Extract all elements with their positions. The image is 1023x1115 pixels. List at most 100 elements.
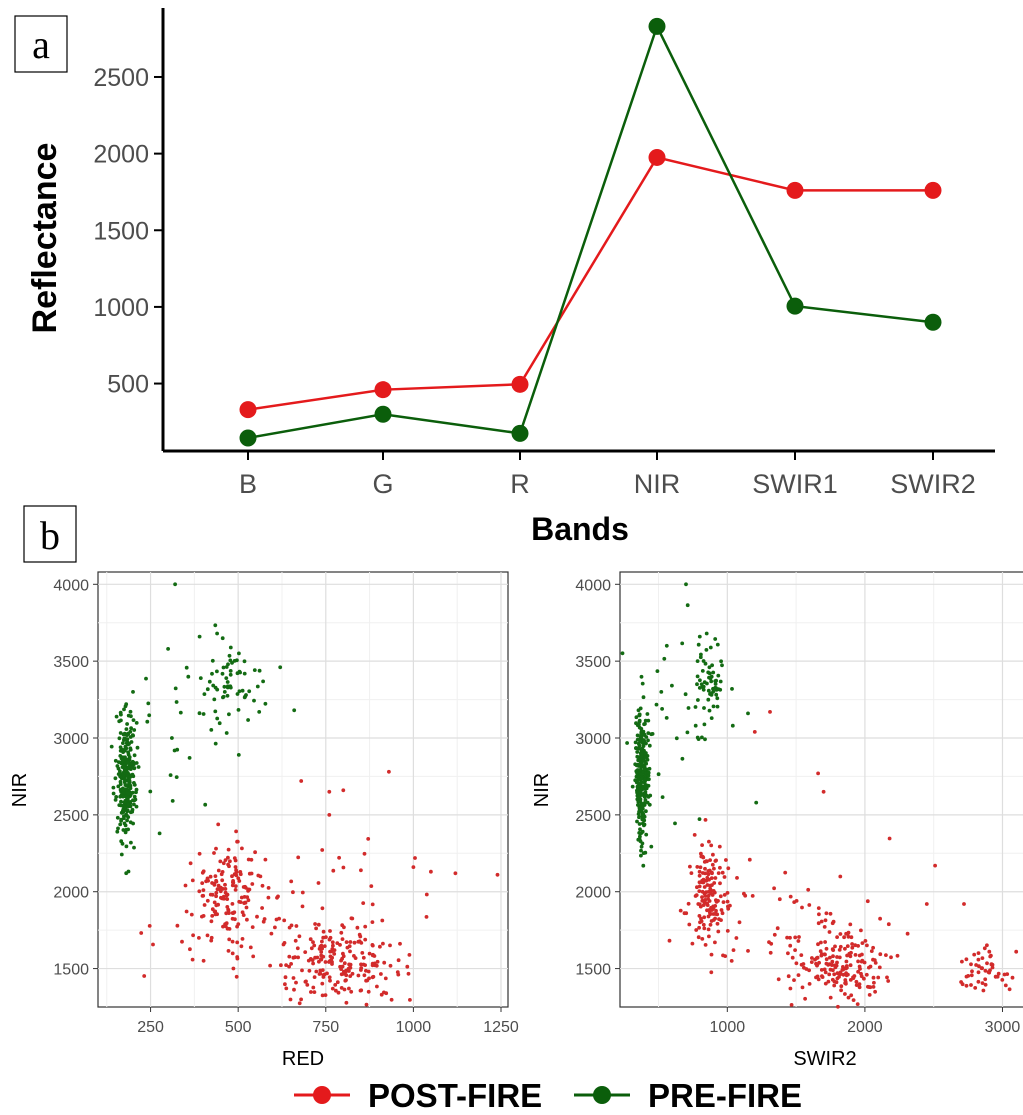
scatter-point-post-fire: [828, 955, 832, 960]
scatter-point-post-fire: [227, 937, 232, 942]
scatter-point-post-fire: [871, 975, 876, 980]
scatter-point-pre-fire: [122, 800, 127, 805]
scatter-point-post-fire: [230, 916, 235, 921]
scatter-point-post-fire: [833, 944, 837, 949]
scatter-point-post-fire: [792, 978, 796, 982]
scatter-point-post-fire: [709, 891, 713, 896]
scatter-point-pre-fire: [113, 798, 118, 802]
scatter-point-post-fire: [218, 888, 223, 892]
scatter-point-post-fire: [830, 959, 835, 964]
scatter-point-pre-fire: [210, 658, 215, 663]
scatter-point-pre-fire: [640, 681, 645, 686]
scatter-point-pre-fire: [123, 782, 128, 787]
scatter-point-pre-fire: [215, 631, 220, 636]
scatter-point-post-fire: [843, 946, 847, 951]
scatter-point-pre-fire: [147, 713, 152, 718]
scatter-point-pre-fire: [168, 773, 173, 777]
scatter-point-post-fire: [844, 931, 848, 936]
scatter-point-pre-fire: [120, 758, 125, 763]
scatter-point-pre-fire: [244, 693, 248, 697]
scatter-point-post-fire: [311, 985, 316, 990]
scatter-point-pre-fire: [709, 679, 714, 684]
legend-item-pre-fire: PRE-FIRE: [574, 1077, 802, 1114]
scatter-point-pre-fire: [754, 800, 759, 805]
scatter-point-pre-fire: [708, 676, 713, 681]
scatter-point-post-fire: [413, 856, 417, 860]
scatter-point-post-fire: [308, 937, 313, 942]
scatter-point-post-fire: [835, 935, 839, 939]
scatter-point-post-fire: [375, 959, 380, 964]
scatter-point-pre-fire: [704, 631, 709, 636]
scatter-point-pre-fire: [220, 636, 225, 641]
panel-b-right-x-ticks: 1000 2000 3000: [710, 1007, 1020, 1036]
scatter-point-post-fire: [713, 876, 718, 880]
scatter-point-post-fire: [361, 901, 366, 905]
scatter-point-post-fire: [854, 979, 859, 984]
scatter-point-pre-fire: [646, 718, 651, 723]
scatter-point-pre-fire: [634, 746, 638, 751]
scatter-point-post-fire: [366, 989, 371, 994]
scatter-point-post-fire: [785, 935, 789, 940]
scatter-point-post-fire: [790, 955, 795, 960]
scatter-point-pre-fire: [685, 730, 690, 735]
scatter-point-post-fire: [860, 941, 865, 945]
scatter-point-post-fire: [367, 951, 372, 956]
scatter-point-post-fire: [266, 895, 271, 900]
scatter-point-post-fire: [996, 971, 1001, 976]
scatter-point-post-fire: [682, 911, 687, 916]
scatter-point-post-fire: [849, 993, 854, 998]
scatter-point-post-fire: [860, 958, 865, 963]
x-tick-label-750: 750: [312, 1019, 339, 1036]
scatter-point-post-fire: [835, 955, 839, 959]
scatter-point-post-fire: [985, 943, 989, 948]
scatter-point-pre-fire: [639, 853, 643, 858]
scatter-point-post-fire: [886, 979, 891, 983]
scatter-point-post-fire: [703, 818, 708, 822]
scatter-point-pre-fire: [697, 686, 702, 690]
scatter-point-post-fire: [698, 865, 703, 870]
scatter-point-pre-fire: [685, 603, 690, 608]
scatter-point-pre-fire: [119, 799, 123, 804]
scatter-point-post-fire: [269, 931, 274, 936]
scatter-point-pre-fire: [129, 840, 133, 845]
scatter-point-pre-fire: [639, 776, 644, 781]
scatter-point-post-fire: [384, 991, 389, 996]
scatter-point-post-fire: [895, 953, 900, 958]
panel-a-x-axis-title: Bands: [531, 511, 629, 547]
scatter-point-post-fire: [667, 938, 672, 943]
scatter-point-pre-fire: [706, 688, 711, 693]
scatter-point-post-fire: [864, 972, 869, 977]
scatter-point-pre-fire: [126, 827, 130, 832]
scatter-point-post-fire: [840, 968, 845, 972]
scatter-point-post-fire: [275, 895, 279, 900]
scatter-point-post-fire: [850, 942, 854, 946]
scatter-point-post-fire: [234, 870, 239, 874]
scatter-point-pre-fire: [215, 716, 220, 721]
scatter-point-pre-fire: [650, 732, 655, 736]
scatter-point-post-fire: [223, 890, 228, 895]
scatter-point-post-fire: [369, 884, 374, 888]
scatter-point-post-fire: [248, 945, 253, 950]
scatter-point-post-fire: [699, 851, 703, 856]
scatter-point-post-fire: [226, 847, 231, 852]
scatter-point-pre-fire: [116, 760, 121, 764]
scatter-point-post-fire: [200, 870, 205, 875]
scatter-point-post-fire: [330, 986, 335, 991]
scatter-point-post-fire: [226, 908, 231, 913]
scatter-point-pre-fire: [242, 659, 247, 664]
scatter-point-post-fire: [320, 968, 325, 972]
scatter-point-post-fire: [226, 949, 231, 953]
scatter-point-post-fire: [973, 986, 978, 990]
scatter-point-post-fire: [295, 946, 300, 951]
scatter-point-post-fire: [218, 859, 223, 864]
scatter-point-post-fire: [364, 1002, 369, 1007]
scatter-point-pre-fire: [640, 787, 645, 791]
scatter-point-post-fire: [139, 931, 144, 935]
scatter-point-post-fire: [993, 974, 998, 979]
scatter-point-post-fire: [839, 988, 843, 993]
scatter-point-post-fire: [214, 903, 219, 908]
scatter-point-post-fire: [708, 886, 713, 891]
scatter-point-pre-fire: [111, 791, 116, 796]
scatter-point-post-fire: [210, 892, 215, 897]
scatter-point-post-fire: [982, 946, 987, 951]
